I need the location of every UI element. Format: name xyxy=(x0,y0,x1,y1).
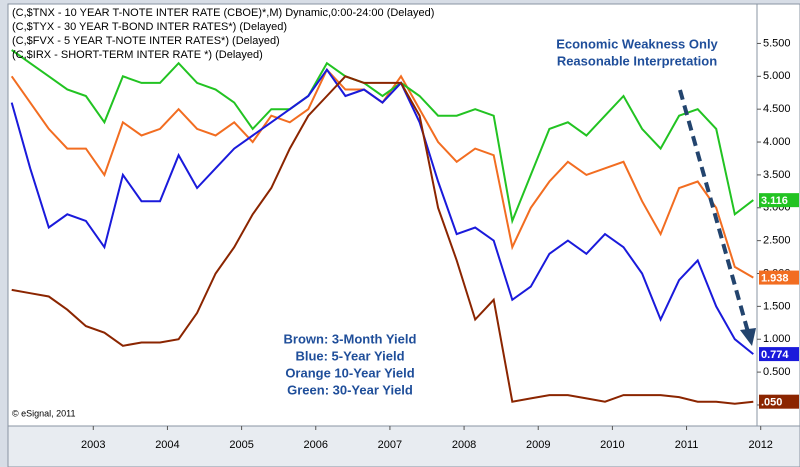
y-tick-label: 1.500 xyxy=(763,300,791,312)
x-tick-label: 2010 xyxy=(600,439,624,451)
series-line xyxy=(11,49,754,225)
x-tick-label: 2009 xyxy=(526,439,550,451)
x-tick-label: 2011 xyxy=(675,439,699,451)
last-value-label: 1.938 xyxy=(761,272,789,284)
x-tick-label: 2012 xyxy=(748,439,772,451)
legend-entry: (C,$FVX - 5 YEAR T-NOTE INTER RATES*) (D… xyxy=(12,35,280,47)
x-tick-label: 2007 xyxy=(378,439,402,451)
last-value-box xyxy=(759,394,799,409)
last-value-box xyxy=(759,270,799,285)
annotation: Economic Weakness Only xyxy=(556,36,718,51)
last-value-label: .050 xyxy=(761,397,782,409)
legend-entry: (C,$TYX - 30 YEAR T-BOND INTER RATES*) (… xyxy=(12,21,287,33)
y-tick-label: 4.500 xyxy=(763,103,791,115)
x-tick-label: 2008 xyxy=(452,439,476,451)
y-axis-area xyxy=(756,3,800,427)
legend-entry: (C,$TNX - 10 YEAR T-NOTE INTER RATE (CBO… xyxy=(12,7,434,19)
y-tick-label: 0.500 xyxy=(763,366,791,378)
y-tick-label: 3.500 xyxy=(763,169,791,181)
plot-area xyxy=(7,3,758,427)
key-box-text: Brown: 3-Month Yield xyxy=(284,331,417,346)
key-box-text: Orange 10-Year Yield xyxy=(285,365,414,380)
arrow-head xyxy=(740,328,756,346)
last-value-label: 3.116 xyxy=(761,195,788,207)
arrow xyxy=(678,89,750,333)
y-tick-label: 5.500 xyxy=(763,37,791,49)
last-value-box xyxy=(759,193,799,208)
key-box-text: Green: 30-Year Yield xyxy=(287,382,413,397)
y-tick-label: 4.000 xyxy=(763,136,791,148)
annotation: Reasonable Interpretation xyxy=(557,53,717,68)
x-tick-label: 2004 xyxy=(155,439,179,451)
x-tick-label: 2006 xyxy=(304,439,328,451)
x-axis-area xyxy=(7,425,800,467)
y-tick-label: 1.000 xyxy=(763,333,791,345)
series-line xyxy=(11,75,754,405)
x-tick-label: 2005 xyxy=(229,439,253,451)
last-value-label: 0.774 xyxy=(761,349,789,361)
x-tick-label: 2003 xyxy=(81,439,105,451)
series-line xyxy=(10,67,754,355)
key-box-text: Blue: 5-Year Yield xyxy=(295,348,404,363)
y-tick-label: 5.000 xyxy=(763,70,791,82)
credit: © eSignal, 2011 xyxy=(12,408,76,418)
y-tick-label: 2.500 xyxy=(763,235,791,247)
last-value-box xyxy=(759,347,799,362)
legend-entry: (C,$IRX - SHORT-TERM INTER RATE *) (Dela… xyxy=(12,49,263,61)
